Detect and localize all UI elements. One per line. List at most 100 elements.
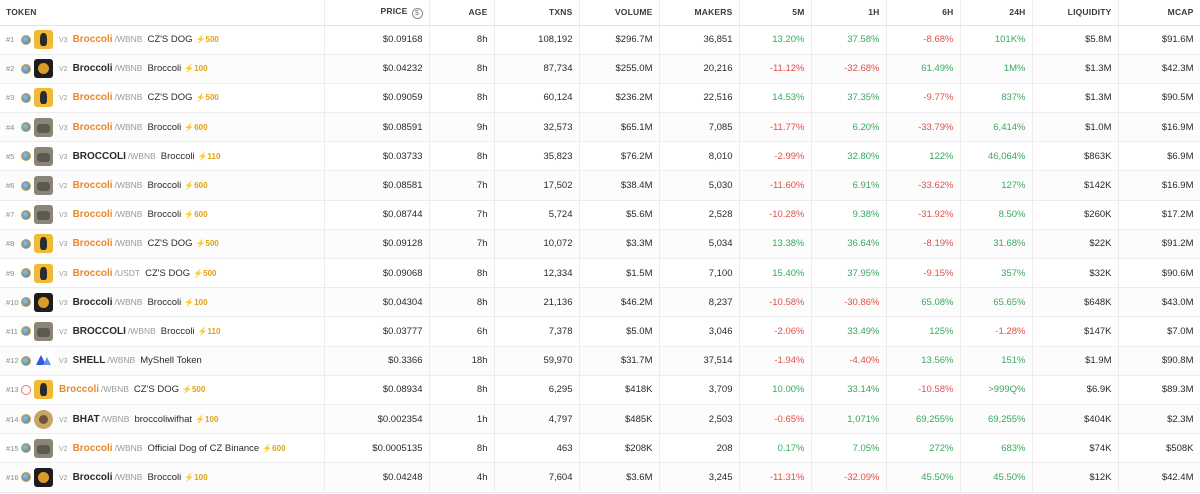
age-cell: 8h xyxy=(429,25,495,55)
price-cell: $0.09128 xyxy=(324,229,430,260)
price-cell: $0.03733 xyxy=(324,141,430,172)
header-5m[interactable]: 5M xyxy=(739,0,812,26)
token-symbol: Broccoli xyxy=(72,442,113,454)
quote-token: /WBNB xyxy=(114,92,143,103)
volume-cell: $46.2M xyxy=(579,287,660,318)
volume-cell: $236.2M xyxy=(579,83,660,114)
boost-badge: ⚡100 xyxy=(184,64,208,74)
table-row[interactable]: #2 V2 Broccoli/WBNB Broccoli ⚡100 $0.04232 8h 8… xyxy=(0,54,1200,84)
header-token[interactable]: TOKEN xyxy=(0,0,325,26)
header-24h[interactable]: 24H xyxy=(960,0,1033,26)
liquidity-cell: $22K xyxy=(1032,229,1119,260)
token-cell[interactable]: #2 V2 Broccoli/WBNB Broccoli ⚡100 xyxy=(0,54,325,84)
table-row[interactable]: #16 V2 Broccoli/WBNB Broccoli ⚡100 $0.04248 4h… xyxy=(0,462,1200,493)
header-volume[interactable]: VOLUME xyxy=(579,0,660,26)
header-makers[interactable]: MAKERS xyxy=(659,0,740,26)
change-24h-cell: 46,064% xyxy=(960,141,1033,172)
table-row[interactable]: #6 V2 Broccoli/WBNB Broccoli ⚡600 $0.08581 7h 1… xyxy=(0,170,1200,201)
token-cell[interactable]: #5 V3 BROCCOLI/WBNB Broccoli ⚡110 xyxy=(0,141,325,172)
token-cell[interactable]: #13 Broccoli/WBNB CZ'S DOG ⚡500 xyxy=(0,375,325,405)
header-liquidity-label: LIQUIDITY xyxy=(1067,7,1112,18)
header-age[interactable]: AGE xyxy=(429,0,495,26)
table-row[interactable]: #7 V3 Broccoli/WBNB Broccoli ⚡600 $0.08744 7h 5… xyxy=(0,200,1200,230)
token-symbol: Broccoli xyxy=(72,209,113,221)
table-row[interactable]: #3 V2 Broccoli/WBNB CZ'S DOG ⚡500 $0.09059 8h 6… xyxy=(0,83,1200,114)
bnb-chain-icon xyxy=(21,268,31,279)
header-price[interactable]: PRICE $ xyxy=(324,0,430,26)
boost-badge: ⚡500 xyxy=(195,239,219,249)
header-1h[interactable]: 1H xyxy=(811,0,887,26)
change-6h-cell: 122% xyxy=(886,141,961,172)
dollar-toggle-icon[interactable]: $ xyxy=(411,7,423,19)
token-cell[interactable]: #8 V3 Broccoli/WBNB CZ'S DOG ⚡500 xyxy=(0,229,325,260)
header-txns[interactable]: TXNS xyxy=(494,0,580,26)
header-mcap[interactable]: MCAP xyxy=(1118,0,1200,26)
bnb-chain-icon xyxy=(21,238,31,249)
token-cell[interactable]: #14 V2 BHAT/WBNB broccoliwifhat ⚡100 xyxy=(0,404,325,435)
txns-cell: 32,573 xyxy=(494,112,580,143)
token-cell[interactable]: #16 V2 Broccoli/WBNB Broccoli ⚡100 xyxy=(0,462,325,493)
token-cell[interactable]: #1 V3 Broccoli/WBNB CZ'S DOG ⚡500 xyxy=(0,25,325,55)
change-6h-cell: 272% xyxy=(886,433,961,464)
table-row[interactable]: #5 V3 BROCCOLI/WBNB Broccoli ⚡110 $0.03733 8h 3… xyxy=(0,141,1200,172)
table-row[interactable]: #13 Broccoli/WBNB CZ'S DOG ⚡500 $0.08934 8h 6,… xyxy=(0,375,1200,405)
boost-badge: ⚡110 xyxy=(197,326,221,336)
token-name: CZ'S DOG xyxy=(145,267,191,279)
token-cell[interactable]: #15 V2 Broccoli/WBNB Official Dog of CZ Bin… xyxy=(0,433,325,464)
liquidity-cell: $260K xyxy=(1032,200,1119,230)
table-row[interactable]: #1 V3 Broccoli/WBNB CZ'S DOG ⚡500 $0.09168 8h 1… xyxy=(0,25,1200,55)
token-cell[interactable]: #9 V3 Broccoli/USDT CZ'S DOG ⚡500 xyxy=(0,258,325,289)
table-row[interactable]: #11 V2 BROCCOLI/WBNB Broccoli ⚡110 $0.03777 6h… xyxy=(0,316,1200,347)
token-avatar xyxy=(34,467,53,487)
age-cell: 6h xyxy=(429,316,495,347)
header-6h[interactable]: 6H xyxy=(886,0,961,26)
token-cell[interactable]: #7 V3 Broccoli/WBNB Broccoli ⚡600 xyxy=(0,200,325,230)
mcap-cell: $89.3M xyxy=(1118,375,1200,405)
age-cell: 8h xyxy=(429,258,495,289)
mcap-cell: $42.3M xyxy=(1118,54,1200,84)
change-24h-cell: 8.50% xyxy=(960,200,1033,230)
table-row[interactable]: #14 V2 BHAT/WBNB broccoliwifhat ⚡100 $0.00235… xyxy=(0,404,1200,435)
table-row[interactable]: #10 V3 Broccoli/WBNB Broccoli ⚡100 $0.04304 8h… xyxy=(0,287,1200,318)
quote-token: /WBNB xyxy=(114,442,143,453)
table-row[interactable]: #9 V3 Broccoli/USDT CZ'S DOG ⚡500 $0.09068 8h 1… xyxy=(0,258,1200,289)
quote-token: /WBNB xyxy=(114,34,143,45)
table-row[interactable]: #12 V3 SHELL/WBNB MyShell Token $0.3366 18h 59… xyxy=(0,346,1200,376)
dex-version: V2 xyxy=(59,66,68,74)
change-1h-cell: 1,071% xyxy=(811,404,887,435)
volume-cell: $3.6M xyxy=(579,462,660,493)
token-symbol: Broccoli xyxy=(59,384,100,396)
volume-cell: $255.0M xyxy=(579,54,660,84)
liquidity-cell: $6.9K xyxy=(1032,375,1119,405)
price-cell: $0.08744 xyxy=(324,200,430,230)
table-row[interactable]: #15 V2 Broccoli/WBNB Official Dog of CZ Bin… xyxy=(0,433,1200,464)
age-cell: 7h xyxy=(429,229,495,260)
token-avatar xyxy=(34,351,53,371)
quote-token: /WBNB xyxy=(101,384,129,395)
table-row[interactable]: #8 V3 Broccoli/WBNB CZ'S DOG ⚡500 $0.09128 7h 1… xyxy=(0,229,1200,260)
change-24h-cell: -1.28% xyxy=(960,316,1033,347)
token-symbol: Broccoli xyxy=(72,92,113,104)
dex-version: V3 xyxy=(59,241,68,249)
token-cell[interactable]: #11 V2 BROCCOLI/WBNB Broccoli ⚡110 xyxy=(0,316,325,347)
volume-cell: $5.6M xyxy=(579,200,660,230)
token-cell[interactable]: #6 V2 Broccoli/WBNB Broccoli ⚡600 xyxy=(0,170,325,201)
token-cell[interactable]: #10 V3 Broccoli/WBNB Broccoli ⚡100 xyxy=(0,287,325,318)
table-row[interactable]: #4 V3 Broccoli/WBNB Broccoli ⚡600 $0.08591 9h 3… xyxy=(0,112,1200,143)
liquidity-cell: $142K xyxy=(1032,170,1119,201)
rank-label: #8 xyxy=(6,239,15,249)
token-name: MyShell Token xyxy=(140,355,202,367)
rank-label: #3 xyxy=(6,93,15,103)
token-name: Broccoli xyxy=(147,180,182,192)
header-liquidity[interactable]: LIQUIDITY xyxy=(1032,0,1119,26)
liquidity-cell: $74K xyxy=(1032,433,1119,464)
price-cell: $0.04248 xyxy=(324,462,430,493)
token-cell[interactable]: #4 V3 Broccoli/WBNB Broccoli ⚡600 xyxy=(0,112,325,143)
quote-token: /WBNB xyxy=(114,471,143,482)
rank-label: #14 xyxy=(6,414,19,424)
liquidity-cell: $1.9M xyxy=(1032,346,1119,376)
token-cell[interactable]: #3 V2 Broccoli/WBNB CZ'S DOG ⚡500 xyxy=(0,83,325,114)
token-cell[interactable]: #12 V3 SHELL/WBNB MyShell Token xyxy=(0,346,325,376)
rank-label: #4 xyxy=(6,122,15,132)
token-symbol: BROCCOLI xyxy=(72,150,126,162)
